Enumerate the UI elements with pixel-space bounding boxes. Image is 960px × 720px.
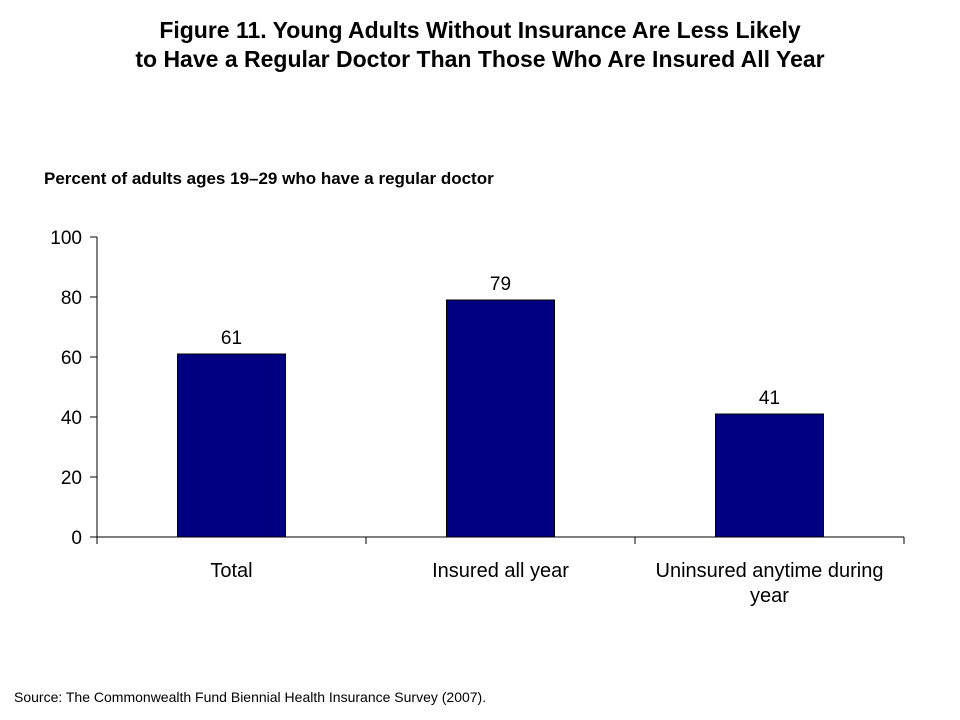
category-label: Uninsured anytime during	[656, 560, 884, 582]
category-label: year	[750, 585, 789, 607]
bar	[715, 413, 824, 538]
chart-title: Figure 11. Young Adults Without Insuranc…	[0, 16, 960, 74]
category-label: Total	[210, 560, 252, 582]
y-tick-label: 0	[71, 528, 82, 549]
chart-title-line-1: Figure 11. Young Adults Without Insuranc…	[159, 17, 801, 43]
y-tick-label: 40	[61, 408, 82, 429]
category-label: Insured all year	[432, 560, 569, 582]
chart-title-line-2: to Have a Regular Doctor Than Those Who …	[135, 46, 825, 72]
y-tick-label: 80	[61, 288, 82, 309]
bar	[446, 299, 555, 538]
source-note: Source: The Commonwealth Fund Biennial H…	[14, 689, 487, 705]
chart-subtitle: Percent of adults ages 19–29 who have a …	[44, 169, 494, 188]
data-label: 61	[221, 328, 242, 349]
data-label: 41	[759, 388, 780, 409]
data-label: 79	[490, 274, 511, 295]
bar	[177, 353, 286, 538]
y-tick-label: 60	[61, 348, 82, 369]
y-tick-label: 100	[50, 228, 82, 249]
y-tick-label: 20	[61, 468, 82, 489]
